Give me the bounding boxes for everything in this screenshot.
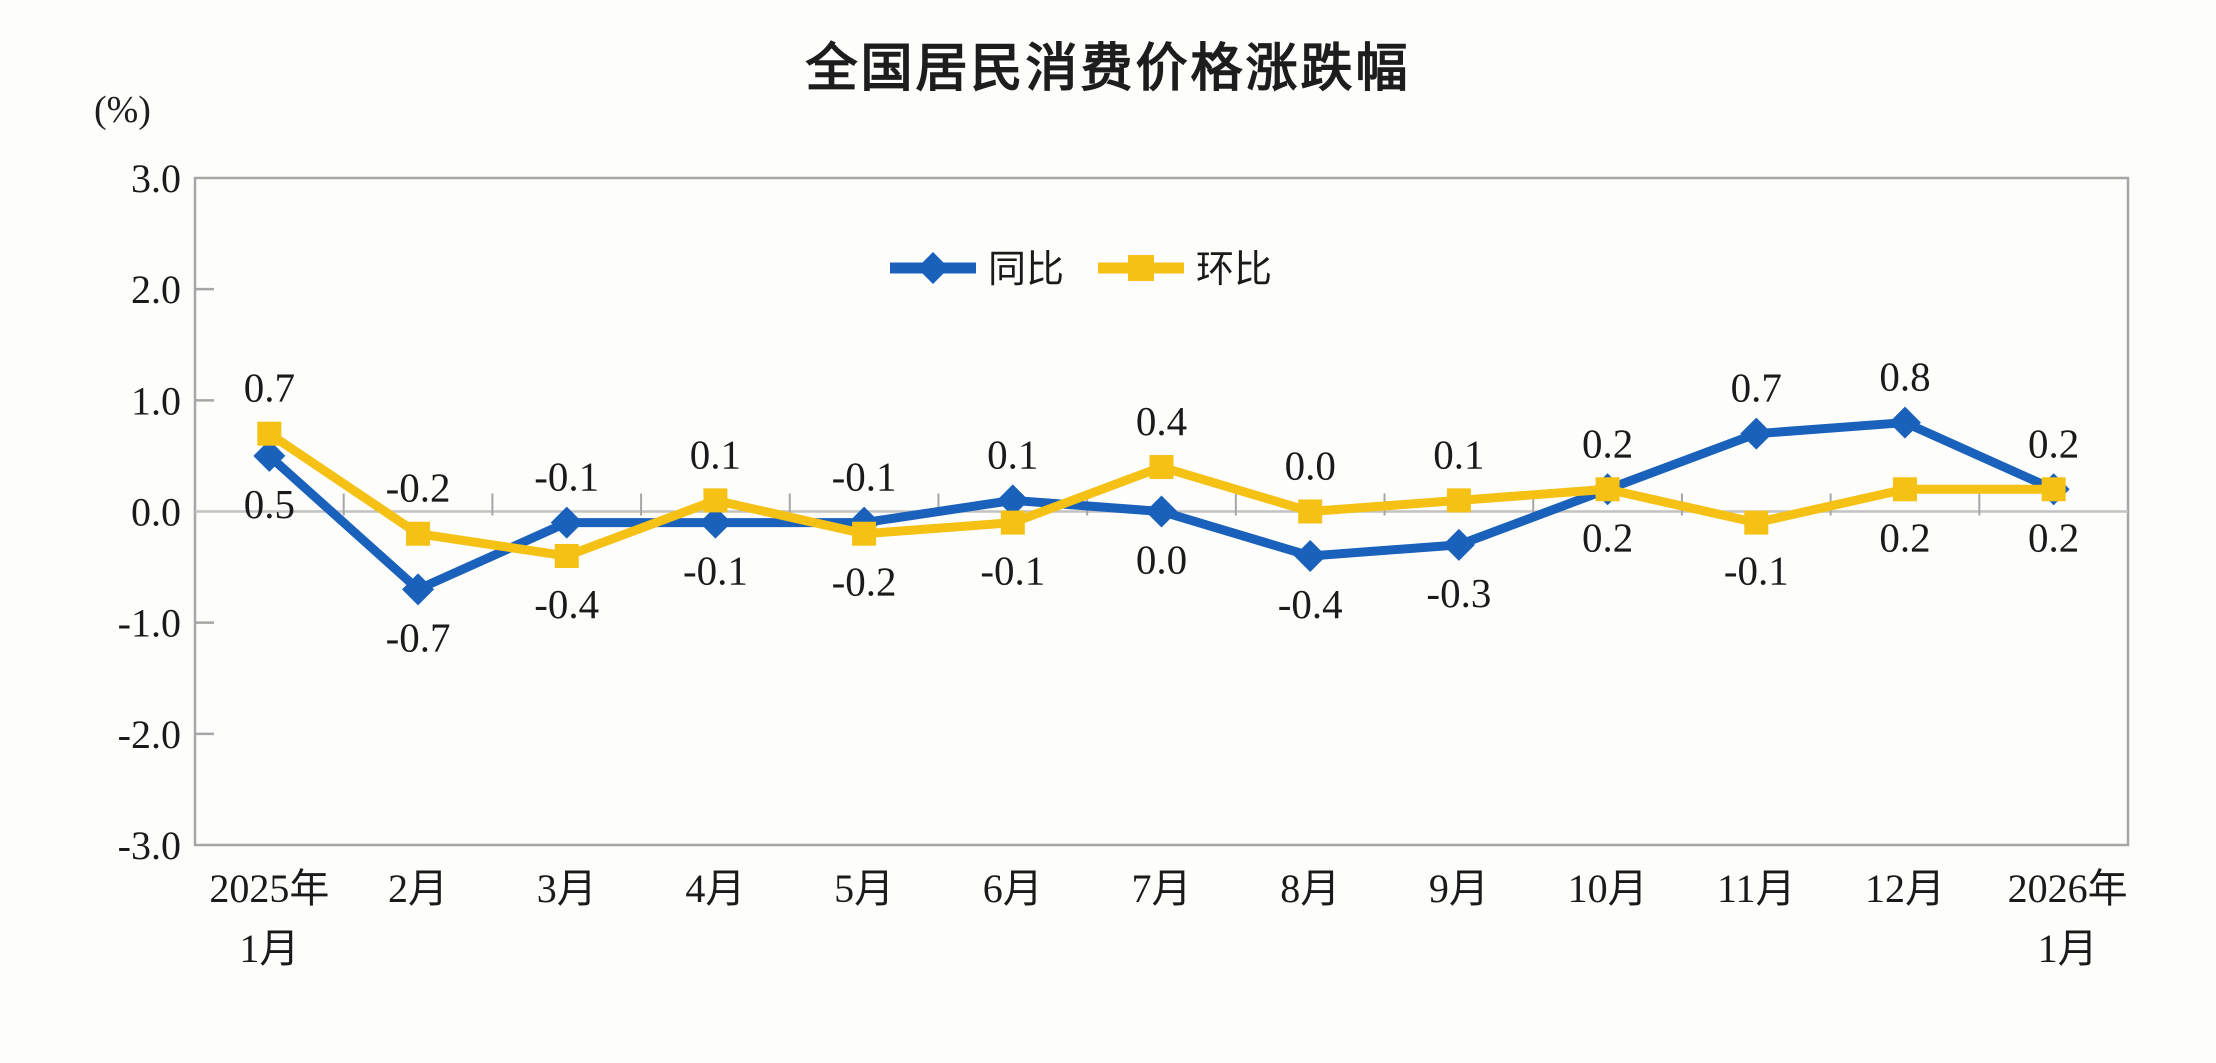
data-label-mom: -0.1 [1724,548,1789,594]
x-axis-tick-label: 8月 [1280,866,1340,911]
x-axis-tick-label: 10月 [1568,866,1648,911]
data-label-mom: -0.4 [534,581,599,627]
y-axis-tick-label: -3.0 [118,823,181,868]
y-axis-tick-label: 1.0 [131,378,181,423]
data-label-mom: 0.0 [1285,443,1336,489]
x-axis-tick-label: 11月 [1717,866,1796,911]
y-axis-tick-label: 2.0 [131,267,181,312]
data-point-marker-mom [406,521,431,546]
data-label-mom: 0.4 [1136,398,1187,444]
data-label-yoy: -0.3 [1426,570,1491,616]
x-axis-tick-label: 1月 [2038,926,2098,971]
legend-label-yoy: 同比 [988,249,1064,291]
legend-swatch-marker-mom [1128,255,1154,281]
x-axis-tick-label: 2025年 [209,866,329,911]
data-label-mom: 0.1 [1433,431,1484,477]
data-point-marker-mom [1000,510,1025,535]
x-axis-tick-label: 9月 [1429,866,1489,911]
x-axis-tick-label: 5月 [834,866,894,911]
x-axis-tick-label: 1月 [239,926,299,971]
data-label-yoy: 0.8 [1879,354,1930,400]
data-point-marker-yoy [253,439,286,472]
data-point-marker-mom [1595,477,1620,502]
y-axis-tick-label: -1.0 [118,601,181,646]
data-label-mom: -0.2 [832,559,897,605]
data-point-marker-mom [257,421,282,446]
data-point-marker-mom [852,521,877,546]
data-point-marker-mom [2041,477,2066,502]
data-label-yoy: 0.2 [2028,420,2079,466]
data-label-yoy: 0.1 [987,431,1038,477]
y-axis-tick-label: 0.0 [131,490,181,535]
data-point-marker-yoy [1442,528,1475,561]
data-label-mom: 0.7 [244,365,295,411]
data-label-yoy: 0.7 [1731,365,1782,411]
data-point-marker-mom [1149,455,1174,480]
data-label-mom: 0.2 [1582,514,1633,560]
data-label-mom: -0.2 [386,465,451,511]
data-label-mom: 0.1 [690,431,741,477]
data-label-yoy: -0.1 [832,454,897,500]
data-point-marker-yoy [699,506,732,539]
x-axis-tick-label: 3月 [537,866,597,911]
x-axis-tick-label: 2026年 [2008,866,2128,911]
data-label-mom: 0.2 [1879,514,1930,560]
data-point-marker-yoy [1888,406,1921,439]
data-label-yoy: -0.7 [386,614,451,660]
data-label-yoy: -0.4 [1278,581,1343,627]
data-point-marker-mom [703,488,728,513]
x-axis-tick-label: 6月 [983,866,1043,911]
legend-swatch-marker-yoy [917,252,949,284]
data-point-marker-mom [1744,510,1769,535]
legend-label-mom: 环比 [1196,249,1272,291]
data-point-marker-yoy [1294,539,1327,572]
data-point-marker-mom [1298,499,1323,524]
x-axis-tick-label: 12月 [1865,866,1945,911]
data-point-marker-mom [1446,488,1471,513]
data-label-yoy: 0.0 [1136,537,1187,583]
data-label-mom: 0.2 [2028,514,2079,560]
data-point-marker-mom [554,543,579,568]
data-label-yoy: 0.2 [1582,420,1633,466]
data-point-marker-yoy [1145,495,1178,528]
data-label-yoy: 0.5 [244,481,295,527]
y-axis-unit-label: (%) [94,89,151,131]
data-point-marker-mom [1892,477,1917,502]
x-axis-tick-label: 7月 [1132,866,1192,911]
x-axis-tick-label: 2月 [388,866,448,911]
data-point-marker-yoy [996,484,1029,517]
x-axis-tick-label: 4月 [685,866,745,911]
chart-title: 全国居民消费价格涨跌幅 [805,40,1411,98]
data-label-yoy: -0.1 [683,548,748,594]
data-point-marker-yoy [1740,417,1773,450]
data-label-mom: -0.1 [980,548,1045,594]
data-label-yoy: -0.1 [534,454,599,500]
y-axis-tick-label: -2.0 [118,712,181,757]
data-point-marker-yoy [550,506,583,539]
y-axis-tick-label: 3.0 [131,156,181,201]
data-point-marker-yoy [402,573,435,606]
